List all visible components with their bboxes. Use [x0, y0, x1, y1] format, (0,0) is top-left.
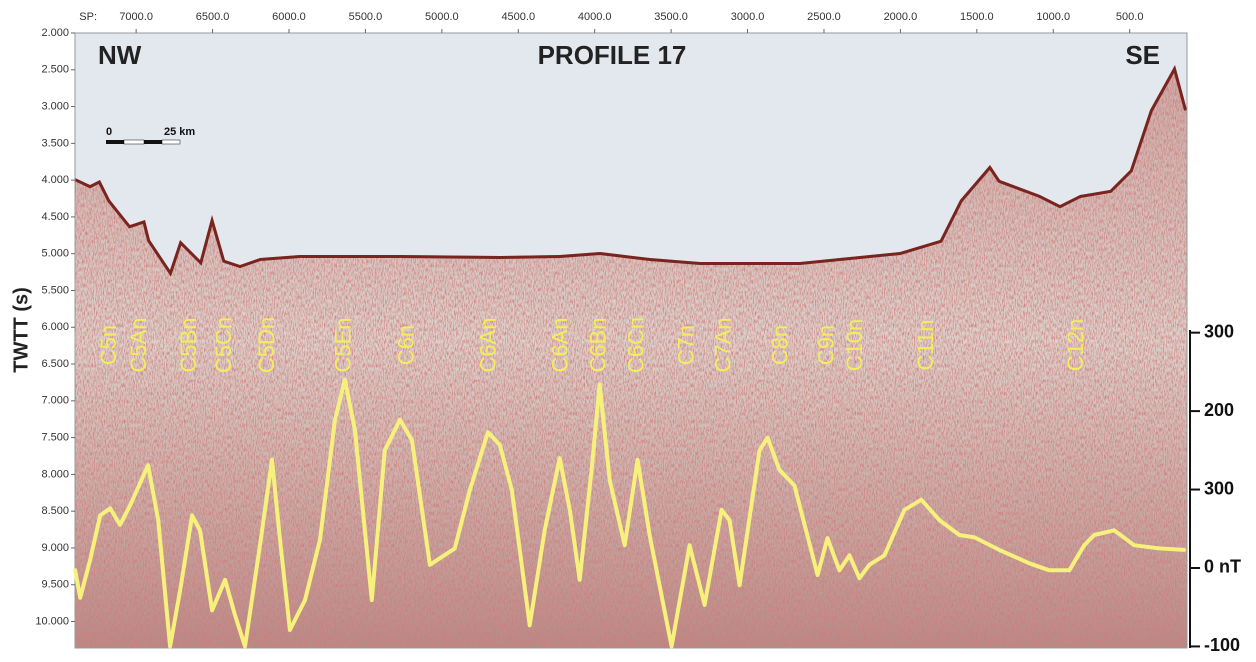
- x-tick-label: 3000.0: [731, 11, 765, 23]
- x-tick-label: 2000.0: [884, 11, 918, 23]
- y-tick-label: 2.500: [41, 64, 69, 76]
- y-tick-label: 4.500: [41, 211, 69, 223]
- y-tick-label: 3.500: [41, 137, 69, 149]
- y-tick-label: 10.000: [35, 615, 69, 627]
- scale-bar: [106, 140, 180, 144]
- y-tick-label: 5.000: [41, 248, 69, 260]
- y2-tick-label: 0 nT: [1204, 557, 1241, 577]
- anomaly-label: C6Cn: [623, 317, 648, 373]
- anomaly-label: C5Cn: [211, 317, 236, 373]
- direction-label: NW: [98, 40, 142, 70]
- anomaly-label: C9n: [813, 325, 838, 365]
- anomaly-label: C5Bn: [176, 317, 201, 372]
- anomaly-label: C7An: [710, 317, 735, 372]
- x-axis-label: SP:: [79, 11, 97, 23]
- y-tick-label: 3.000: [41, 100, 69, 112]
- chart: SP: TWTT (s) PROFILE 17 NW SE 0 25 km 70…: [0, 0, 1256, 657]
- anomaly-label: C6Bn: [586, 317, 611, 372]
- y-tick-label: 6.000: [41, 321, 69, 333]
- x-tick-label: 1000.0: [1036, 11, 1070, 23]
- y-tick-label: 5.500: [41, 284, 69, 296]
- anomaly-label: C7n: [673, 325, 698, 365]
- y-tick-label: 7.000: [41, 395, 69, 407]
- x-tick-label: 6000.0: [272, 11, 306, 23]
- x-tick-label: 4500.0: [501, 11, 535, 23]
- x-tick-label: 2500.0: [807, 11, 841, 23]
- y-tick-label: 7.500: [41, 432, 69, 444]
- anomaly-label: C6An: [476, 317, 501, 372]
- anomaly-label: C10n: [842, 319, 867, 372]
- x-tick-label: 6500.0: [196, 11, 230, 23]
- x-tick-label: 5500.0: [349, 11, 383, 23]
- y-tick-label: 9.000: [41, 542, 69, 554]
- y-tick-label: 8.500: [41, 505, 69, 517]
- y2-tick-label: 300: [1204, 321, 1234, 341]
- y2-tick-label: 200: [1204, 400, 1234, 420]
- scale-label: 0: [106, 126, 112, 138]
- x-tick-label: 4000.0: [578, 11, 612, 23]
- y-tick-label: 6.500: [41, 358, 69, 370]
- y-tick-label: 2.000: [41, 27, 69, 39]
- direction-label: SE: [1125, 40, 1160, 70]
- anomaly-label: C8n: [767, 325, 792, 365]
- chart-title: PROFILE 17: [538, 40, 687, 70]
- y-tick-label: 8.000: [41, 468, 69, 480]
- anomaly-label: C5An: [126, 317, 151, 372]
- x-tick-label: 3500.0: [654, 11, 688, 23]
- y-axis-label: TWTT (s): [10, 287, 32, 373]
- anomaly-label: C6n: [394, 325, 419, 365]
- x-tick-label: 1500.0: [960, 11, 994, 23]
- anomaly-label: C5n: [96, 325, 121, 365]
- x-tick-label: 5000.0: [425, 11, 459, 23]
- anomaly-label: C5Dn: [254, 317, 279, 373]
- y2-tick-label: 300: [1204, 478, 1234, 498]
- x-tick-label: 500.0: [1116, 11, 1144, 23]
- anomaly-label: C11n: [913, 320, 938, 371]
- scale-label: 25 km: [164, 126, 195, 138]
- anomaly-label: C12n: [1063, 319, 1088, 372]
- y-tick-label: 4.000: [41, 174, 69, 186]
- x-tick-label: 7000.0: [119, 11, 153, 23]
- y-tick-label: 9.500: [41, 579, 69, 591]
- anomaly-label: C6An: [547, 317, 572, 372]
- anomaly-label: C5En: [331, 317, 356, 372]
- y2-tick-label: -100: [1204, 635, 1240, 655]
